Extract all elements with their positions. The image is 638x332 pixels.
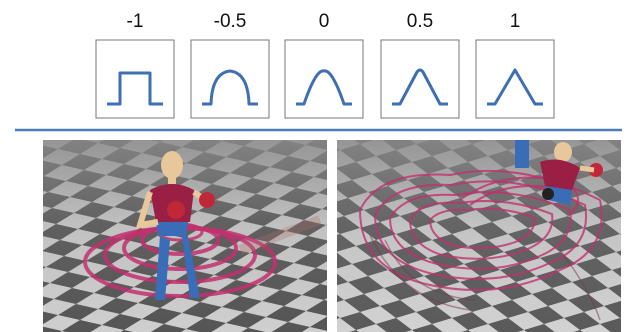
- kernel-curve: [487, 68, 543, 106]
- kernel-curve: [202, 69, 258, 106]
- kernel-box: [284, 39, 364, 119]
- right-render: [337, 140, 621, 332]
- kernel-label: -0.5: [214, 11, 247, 32]
- kernel-curve: [296, 69, 352, 106]
- kernel-label: 1: [510, 11, 521, 32]
- kernel-box: [95, 39, 175, 119]
- kernel-box: [380, 39, 460, 119]
- kernel-label: 0.5: [407, 11, 433, 32]
- kernel-label: 0: [319, 11, 330, 32]
- kernel-curve: [392, 68, 448, 106]
- kernel-box: [475, 39, 555, 119]
- kernel-box: [190, 39, 270, 119]
- kernel-label: -1: [127, 11, 144, 32]
- kernel-curve: [107, 71, 163, 106]
- left-render: [43, 140, 327, 332]
